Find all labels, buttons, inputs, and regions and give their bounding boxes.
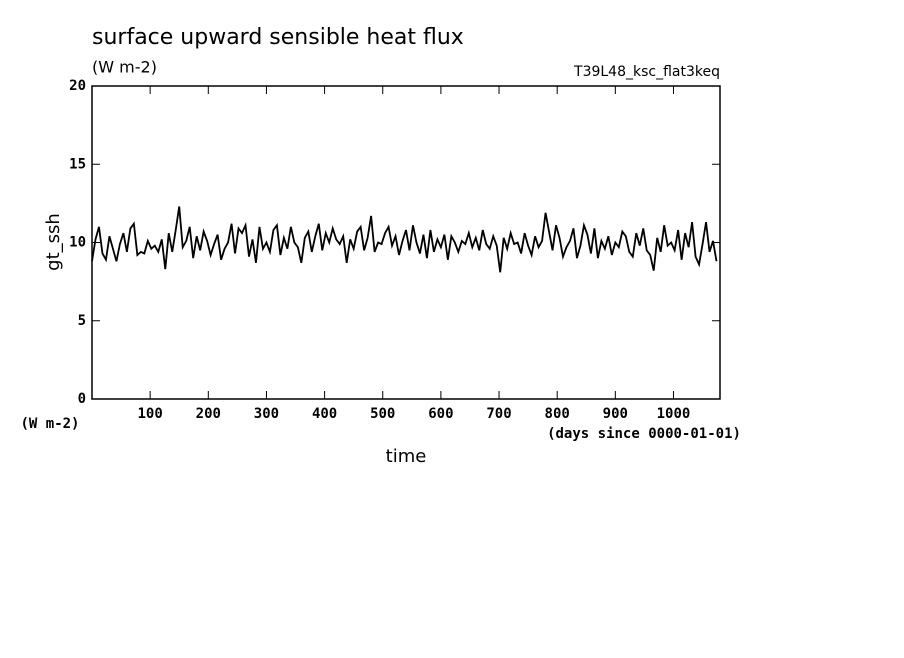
y-tick-label: 15: [69, 156, 86, 172]
chart-title: surface upward sensible heat flux: [92, 25, 464, 50]
y-tick-label: 20: [69, 78, 86, 94]
x-tick-label: 100: [137, 406, 162, 422]
x-tick-label: 200: [196, 406, 221, 422]
y-tick-label: 0: [78, 391, 86, 407]
x-tick-label: 1000: [657, 406, 691, 422]
y-axis-label: gt_ssh: [43, 213, 64, 271]
x-tick-label: 900: [603, 406, 628, 422]
x-tick-label: 700: [486, 406, 511, 422]
y-units: (W m-2): [20, 416, 79, 432]
data-line: [91, 206, 718, 273]
x-tick-label: 500: [370, 406, 395, 422]
annotation: T39L48_ksc_flat3keq: [573, 64, 720, 80]
x-tick-label: 600: [428, 406, 453, 422]
y-tick-label: 10: [69, 235, 86, 251]
x-tick-label: 400: [312, 406, 337, 422]
x-axis-label: time: [386, 446, 427, 467]
subtitle: (W m-2): [92, 58, 157, 77]
x-tick-label: 300: [254, 406, 279, 422]
y-tick-label: 5: [78, 313, 86, 329]
x-units: (days since 0000-01-01): [547, 426, 741, 442]
x-tick-label: 800: [545, 406, 570, 422]
